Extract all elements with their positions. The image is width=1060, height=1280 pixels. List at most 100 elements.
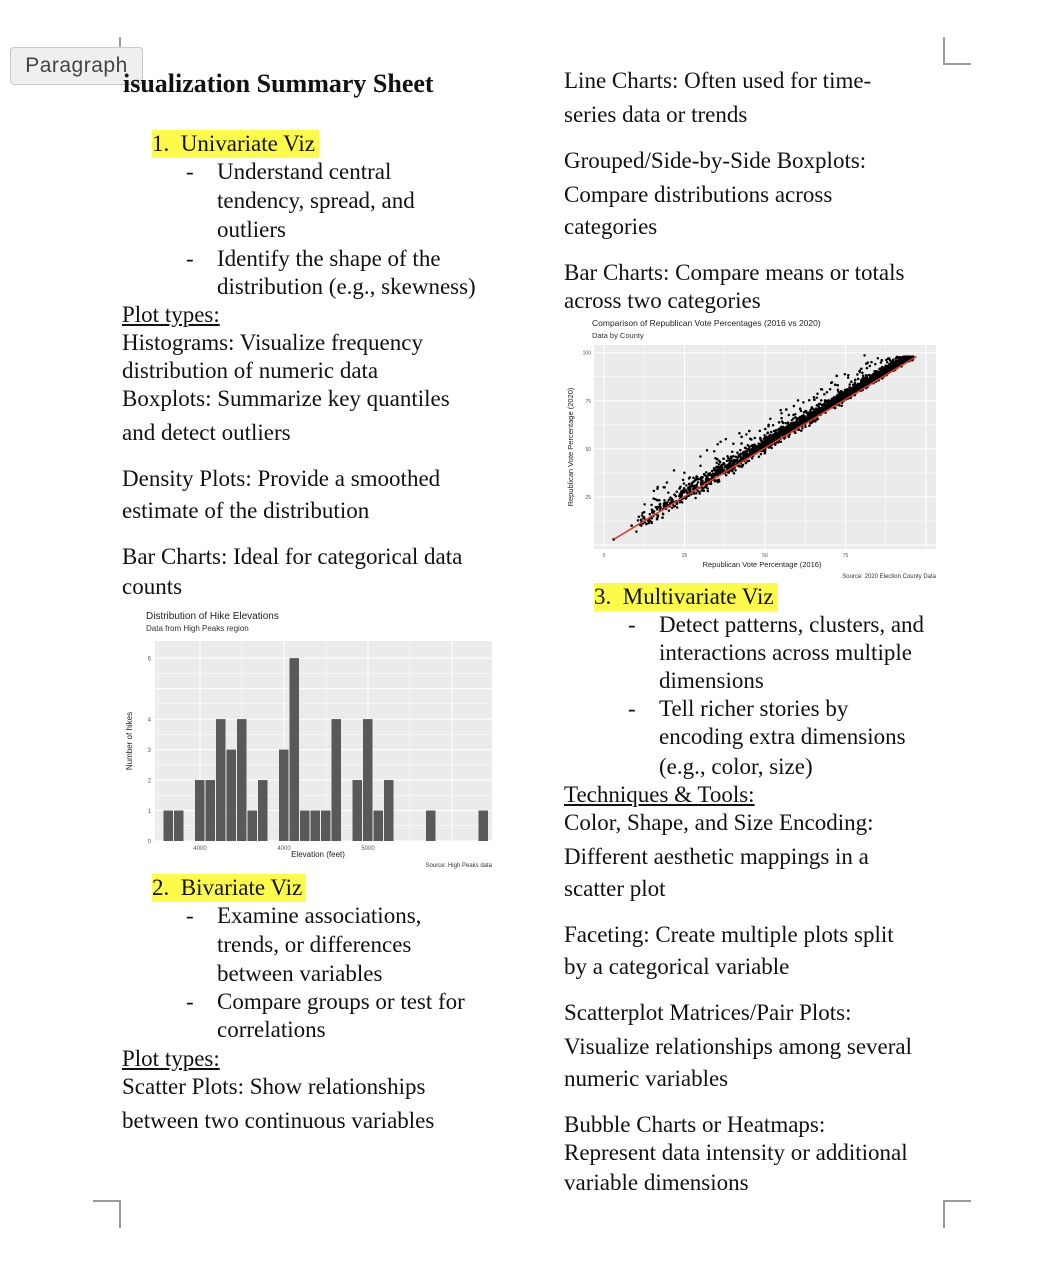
scatter-point: [768, 437, 771, 441]
scatter-point: [636, 519, 640, 522]
scatter-point: [783, 430, 786, 434]
scatter-point: [650, 517, 654, 520]
scatter-point: [866, 382, 869, 385]
scatter-point: [714, 456, 717, 460]
scatter-point: [699, 455, 702, 458]
scatter-point: [850, 380, 853, 383]
scatter-point: [771, 424, 775, 427]
scatter-point: [693, 484, 696, 487]
scatter-point: [809, 422, 812, 425]
grouped-boxplots-line1: Grouped/Side-by-Side Boxplots:: [564, 148, 867, 173]
scatter-point: [747, 447, 751, 451]
scatter-point: [811, 420, 815, 423]
section-3-heading: 3. Multivariate Viz: [594, 583, 778, 611]
x-tick-label: 4000: [193, 846, 207, 852]
scatter-point: [717, 480, 721, 483]
scatter-point: [739, 452, 743, 456]
scatter-point: [745, 433, 748, 436]
scatter-point: [672, 469, 676, 472]
scatter-point: [763, 441, 766, 445]
chart-caption: Source: High Peaks data: [426, 863, 493, 869]
x-axis-label: Republican Vote Percentage (2016): [703, 560, 822, 569]
scatter-point: [792, 404, 796, 408]
scatter-point: [746, 449, 749, 453]
section-2-heading: 2. Bivariate Viz: [152, 874, 307, 902]
scatter-point: [840, 394, 844, 397]
scatter-point: [661, 516, 664, 519]
scatter-point: [836, 383, 839, 387]
scatter-point: [645, 522, 648, 526]
scatter-point: [820, 403, 824, 407]
scatter-point: [667, 491, 670, 494]
scatter-point: [784, 421, 788, 425]
scatter-point: [662, 504, 666, 508]
scatter-point: [766, 442, 770, 446]
paragraph-style-badge[interactable]: Paragraph: [10, 47, 143, 85]
sec1-bullet1-line1: Understand central: [217, 159, 392, 184]
scatter-point: [796, 399, 800, 402]
scatter-point: [856, 384, 859, 387]
scatter-point: [787, 413, 791, 417]
scatter-point: [887, 357, 891, 360]
scatter-point: [712, 474, 715, 477]
scatter-point: [689, 488, 692, 491]
scatter-point: [770, 439, 773, 443]
scatter-point: [656, 487, 659, 491]
scatter-point: [787, 424, 790, 427]
scatter-point: [652, 489, 656, 493]
scatter-point: [695, 492, 698, 495]
y-tick-label: 50: [585, 447, 591, 453]
scatter-point: [739, 448, 742, 452]
scatter-point: [727, 465, 730, 468]
scatter-point: [712, 450, 716, 453]
scatter-point: [775, 431, 778, 435]
histogram-bar: [373, 810, 383, 841]
scatter-point: [874, 362, 877, 366]
scatter-point: [874, 376, 877, 379]
scatter-point: [765, 441, 768, 444]
histogram-bar: [195, 780, 205, 841]
scatter-point: [827, 399, 831, 403]
scatter-point: [815, 404, 819, 407]
scatter-point: [713, 480, 717, 483]
scatter-point: [696, 481, 700, 484]
scatter-point: [795, 416, 799, 420]
scatter-point: [650, 520, 653, 524]
scatter-point: [705, 479, 708, 482]
scatter-point: [816, 417, 819, 421]
sec3-bullet2-line3: (e.g., color, size): [659, 754, 813, 779]
scatter-point: [670, 498, 673, 502]
scatter-point: [755, 447, 759, 450]
scatter-point: [879, 361, 883, 364]
chart-subtitle: Data by County: [592, 331, 644, 340]
trend-line: [613, 355, 917, 541]
scatter-point: [739, 456, 742, 459]
scatter-point: [889, 367, 893, 371]
scatter-point: [852, 389, 855, 393]
histogram-bar: [352, 780, 362, 841]
scatter-point: [724, 437, 728, 441]
scatter-point: [893, 361, 896, 364]
scatter-point: [748, 445, 751, 449]
scatter-point: [801, 427, 804, 430]
scatter-plots-line1: Scatter Plots: Show relationships: [122, 1074, 426, 1099]
hike-elevation-histogram: Distribution of Hike Elevations Data fro…: [125, 611, 493, 869]
scatter-point: [840, 389, 843, 393]
matrices-line3: numeric variables: [564, 1066, 729, 1091]
y-tick-label: 1: [148, 809, 152, 815]
scatter-point: [683, 471, 686, 474]
scatter-point: [663, 499, 666, 502]
density-line2: estimate of the distribution: [122, 498, 370, 523]
scatter-point: [667, 509, 671, 512]
scatter-point: [892, 358, 895, 362]
vote-percentage-scatter: Comparison of Republican Vote Percentage…: [566, 318, 937, 580]
histogram-bar: [247, 810, 257, 841]
scatter-point: [708, 472, 712, 475]
scatter-point: [709, 482, 713, 485]
scatter-point: [785, 430, 789, 434]
scatter-point: [701, 486, 705, 490]
scatter-point: [736, 451, 739, 454]
histogram-bar: [163, 810, 173, 841]
scatter-point: [748, 429, 751, 433]
scatter-point: [859, 383, 862, 386]
